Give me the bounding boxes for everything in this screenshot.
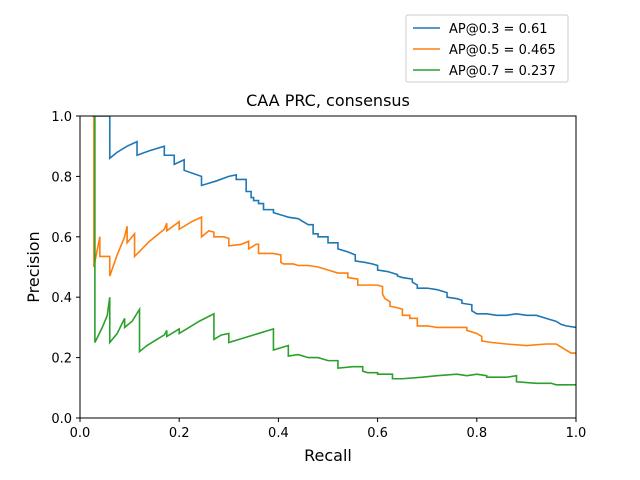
legend-label-ap05: AP@0.5 = 0.465	[449, 43, 556, 58]
x-tick-label: 0.4	[268, 426, 289, 441]
plot-frame	[79, 115, 577, 419]
chart-title: CAA PRC, consensus	[246, 91, 410, 110]
y-tick-label: 0.8	[51, 170, 72, 185]
series-layer	[92, 116, 576, 386]
legend-label-ap07: AP@0.7 = 0.237	[449, 64, 556, 79]
series-line-ap05	[92, 116, 576, 354]
x-tick-label: 0.6	[367, 426, 388, 441]
y-tick-label: 0.0	[51, 412, 72, 427]
series-line-ap03	[92, 116, 576, 329]
tick-layer: 0.0 0.2 0.4 0.6 0.8 1.0 0.0 0.2 0.4 0.6 0.8 1.0	[51, 110, 586, 441]
x-tick-label: 0.0	[70, 426, 91, 441]
legend-frame	[405, 14, 569, 83]
y-tick-label: 0.6	[51, 231, 72, 246]
series-line-ap07	[92, 116, 576, 386]
y-tick-label: 0.2	[51, 352, 72, 367]
legend-label-ap03: AP@0.3 = 0.61	[449, 22, 548, 37]
x-axis-label: Recall	[304, 446, 352, 465]
x-tick-label: 0.2	[169, 426, 190, 441]
y-tick-label: 0.4	[51, 291, 72, 306]
x-tick-label: 1.0	[566, 426, 587, 441]
y-tick-label: 1.0	[51, 110, 72, 125]
legend: AP@0.3 = 0.61 AP@0.5 = 0.465 AP@0.7 = 0.…	[405, 14, 569, 83]
x-tick-label: 0.8	[466, 426, 487, 441]
y-axis-label: Precision	[24, 231, 43, 302]
